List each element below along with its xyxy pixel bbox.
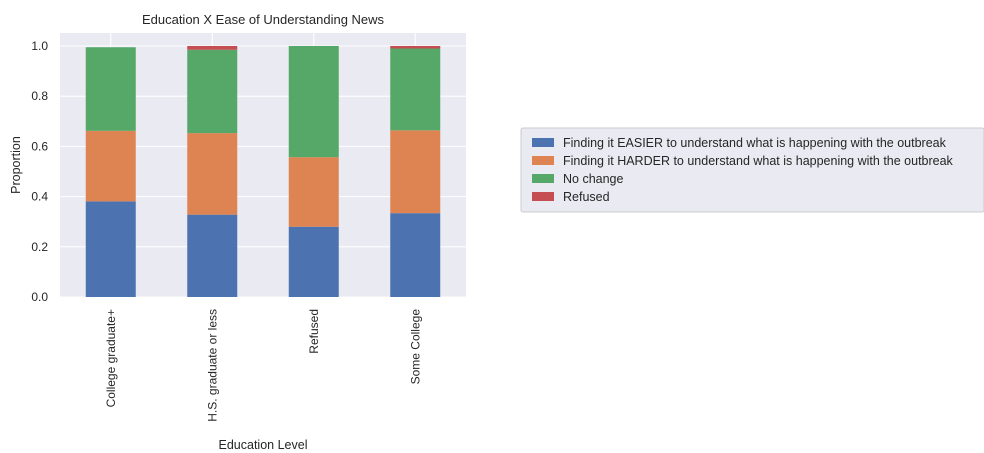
bar-segment (85, 201, 136, 297)
legend-swatch (532, 156, 554, 165)
x-axis-ticks: College graduate+ H.S. graduate or less Re… (104, 309, 423, 422)
bar-segment (187, 214, 238, 297)
y-tick-label: 0.0 (31, 290, 48, 304)
legend-box (520, 127, 984, 213)
x-tick-label: Refused (307, 309, 321, 354)
legend-swatch (532, 138, 554, 147)
legend-label: No change (563, 172, 624, 186)
bar-segment (390, 213, 441, 297)
legend: Finding it EASIER to understand what is … (520, 127, 984, 213)
legend-label: Finding it HARDER to understand what is … (563, 154, 954, 168)
bar-segment (85, 47, 136, 131)
x-tick-label: H.S. graduate or less (205, 309, 219, 422)
y-tick-label: 1.0 (31, 39, 48, 53)
legend-label: Refused (563, 190, 610, 204)
bar-segment (390, 48, 441, 131)
y-axis-ticks: 0.0 0.2 0.4 0.6 0.8 1.0 (31, 39, 48, 304)
bar-segment (390, 130, 441, 214)
legend-items: Finding it EASIER to understand what is … (532, 136, 954, 204)
bar-segment (390, 46, 441, 49)
y-tick-label: 0.2 (31, 240, 48, 254)
x-tick-label: Some College (408, 309, 422, 385)
bars (85, 46, 441, 297)
bar-segment (187, 49, 238, 134)
bar-segment (85, 130, 136, 202)
bar-segment (187, 46, 238, 50)
x-axis-label: Education Level (219, 438, 308, 452)
y-axis-label: Proportion (9, 136, 23, 194)
legend-swatch (532, 174, 554, 183)
bar-segment (288, 157, 339, 227)
bar-segment (187, 133, 238, 215)
legend-swatch (532, 192, 554, 201)
legend-label: Finding it EASIER to understand what is … (563, 136, 947, 150)
y-tick-label: 0.4 (31, 190, 48, 204)
y-tick-label: 0.6 (31, 139, 48, 153)
bar-segment (288, 226, 339, 297)
x-tick-label: College graduate+ (104, 309, 118, 407)
bar-segment (288, 46, 339, 158)
y-tick-label: 0.8 (31, 89, 48, 103)
chart-title: Education X Ease of Understanding News (142, 12, 385, 27)
